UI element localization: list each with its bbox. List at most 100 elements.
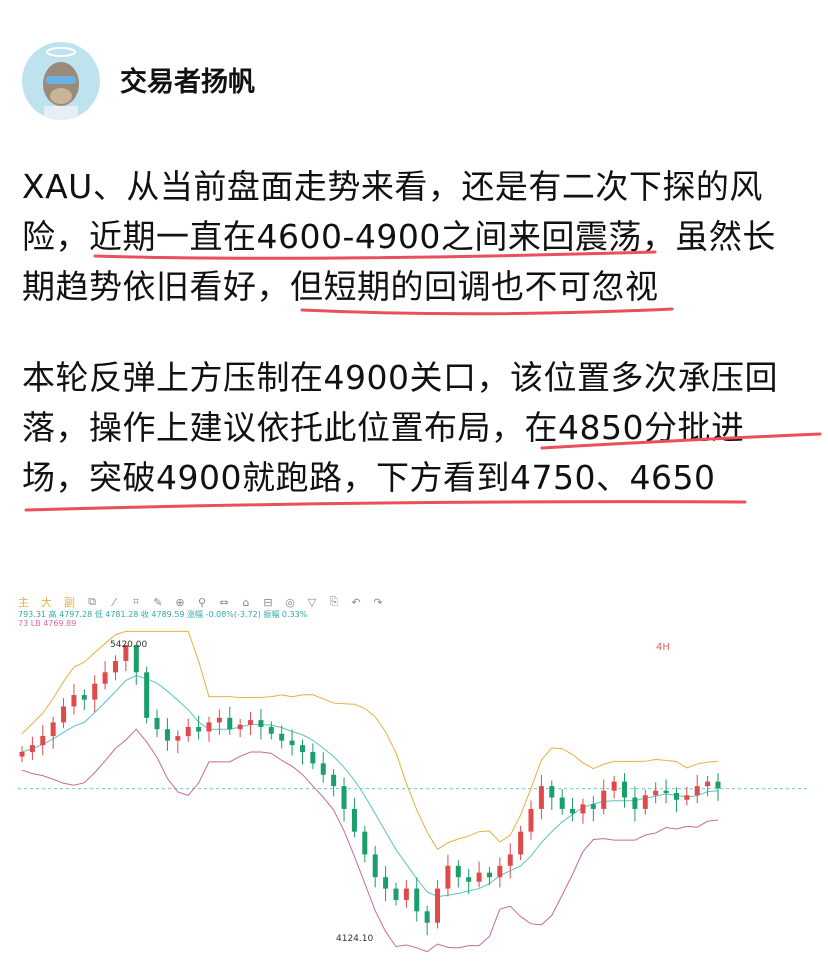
chart-tool-button[interactable]: ⁄ [113,595,115,609]
candle [424,905,430,936]
candle [216,709,222,735]
candle [362,825,368,863]
candle [40,724,46,756]
post-paragraph-2: 本轮反弹上方压制在4900关口，该位置多次承压回 落，操作上建议依托此位置布局，… [22,353,778,503]
chart-tool-button[interactable]: ⊟ [263,595,273,609]
text-line: 期趋势依旧看好，但短期的回调也不可忽视 [22,267,659,306]
candle [590,795,596,822]
candle [112,655,118,681]
band-readout: 73 LB 4769.89 [18,619,77,628]
candle [61,698,67,729]
underlined-text: 在4850分批进 [524,408,745,447]
candle [227,706,233,735]
candle [279,725,285,749]
author-name[interactable]: 交易者扬帆 [120,67,255,98]
chart-tool-button[interactable]: ⇔ [219,595,229,609]
candlestick-plot [18,630,810,953]
candle [601,779,607,815]
candle [29,736,35,760]
candle [268,721,274,740]
candle [559,789,565,815]
candle [455,860,461,888]
candle [476,861,482,888]
candle [435,880,441,929]
candle [611,775,617,799]
candle [414,877,420,922]
chart-tool-button[interactable]: ↷ [373,595,383,609]
candle [445,854,451,897]
candle [175,730,181,754]
author-avatar[interactable] [22,42,100,120]
candle [71,683,77,715]
low-price-label: 4124.10 [336,934,374,944]
candle [528,800,534,840]
candle [705,775,711,797]
ohlc-readout: 793.31 高 4797.28 低 4781.28 收 4789.59 涨幅 … [18,610,308,619]
candle [341,777,347,822]
candle [383,866,389,902]
candle [570,797,576,822]
chart-tool-button[interactable]: ⚲ [197,595,207,609]
text-line: 本轮反弹上方压制在4900关口，该位置多次承压回 [22,358,778,397]
ape-avatar-icon [43,47,79,120]
candle [102,661,108,690]
underlined-text: 但短期的回调也不可忽视 [290,267,659,306]
candle [19,746,25,763]
chart-tool-button[interactable]: ↶ [351,595,361,609]
candle [299,739,305,765]
candle [196,715,202,740]
text-line: 落，操作上建议依托此位置布局，在4850分批进 [22,408,745,447]
chart-tool-button[interactable]: 大 [41,596,52,609]
candle [632,786,638,822]
candle [549,780,555,811]
high-price-label: 5420.00 [110,640,148,650]
candle [507,843,513,879]
candle [538,774,544,820]
candle [310,743,316,770]
candle [92,675,98,713]
candle [50,716,56,749]
text-line: 险，近期一直在4600-4900之间来回震荡，虽然长 [22,217,776,256]
chart-tool-button[interactable]: ⌂ [242,595,250,609]
candle [372,846,378,888]
chart-tool-button[interactable]: ⊕ [175,595,185,609]
chart-toolbar: 主大副 ⧉ ⁄ ⌗ ✎ ⊕ ⚲ ⇔ ⌂ ⊟ ◎ ▽ ⎘ ↶ ↷ [18,594,383,610]
chart-tool-button[interactable]: ⎘ [329,595,339,608]
candle [320,752,326,783]
candle [206,716,212,742]
candle [694,774,700,804]
candle [403,880,409,908]
chart-tool-button[interactable]: 主 [18,596,29,609]
candle [715,773,721,801]
chart-tool-button[interactable]: ✎ [153,595,163,609]
post-paragraph-1: XAU、从当前盘面走势来看，还是有二次下探的风 险，近期一直在4600-4900… [22,162,776,312]
candle [653,782,659,804]
candle [154,709,160,738]
candle [185,718,191,742]
chart-tool-button[interactable]: ⧉ [88,595,96,608]
candle [164,718,170,751]
candle [248,711,254,735]
candle [673,787,679,813]
candle [144,666,150,724]
chart-tool-button[interactable]: ⌗ [132,595,140,608]
candle [663,779,669,804]
candle [622,773,628,808]
timeframe-label: 4H [656,642,670,653]
text-line: 场，突破4900就跑路，下方看到4750、4650 [22,458,716,497]
price-chart-image[interactable]: 主大副 ⧉ ⁄ ⌗ ✎ ⊕ ⚲ ⇔ ⌂ ⊟ ◎ ▽ ⎘ ↶ ↷ 793.31 高 4797.28 低 478… [18,582,810,964]
chart-tool-button[interactable]: 副 [64,596,75,609]
candle [133,645,139,685]
underlined-text: 近期一直在4600-4900之间来回震荡， [89,217,676,256]
chart-tool-button[interactable]: ▽ [307,595,317,609]
chart-tool-button[interactable]: ◎ [285,595,295,609]
candle [518,825,524,861]
candle [466,868,472,895]
candle [351,797,357,838]
candle [289,729,295,756]
candle [393,882,399,906]
candle [123,645,129,672]
candle [497,857,503,888]
candle [331,769,337,797]
candle [81,689,87,710]
